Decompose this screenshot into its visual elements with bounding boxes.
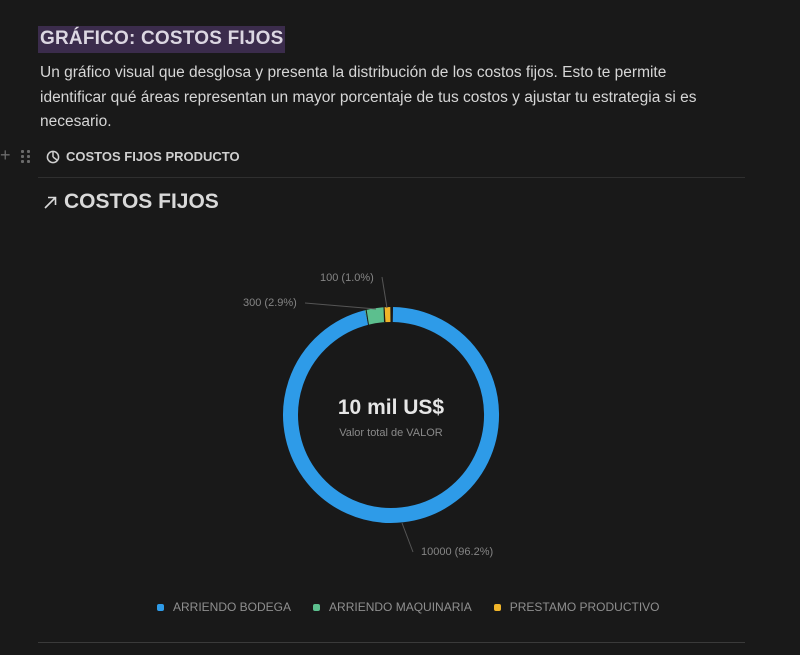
chart-title[interactable]: COSTOS FIJOS: [42, 190, 219, 214]
view-tab[interactable]: COSTOS FIJOS PRODUCTO: [46, 149, 240, 164]
plus-icon[interactable]: +: [0, 145, 11, 165]
donut-ring: [283, 306, 500, 523]
donut-center-total: 10 mil US$: [337, 396, 445, 419]
legend-label: ARRIENDO BODEGA: [173, 600, 292, 614]
pie-chart-icon: [46, 150, 60, 163]
page-title-wrap: GRÁFICO: COSTOS FIJOS: [38, 26, 286, 53]
donut-center-subtitle: Valor total de VALOR: [339, 427, 443, 439]
data-label-prestamo: 100 (1.0%): [320, 272, 374, 284]
legend-swatch: [313, 603, 321, 611]
leader-line: [381, 276, 388, 309]
page-description: Un gráfico visual que desglosa y present…: [40, 64, 697, 130]
page-title: GRÁFICO: COSTOS FIJOS: [38, 26, 286, 53]
view-name: COSTOS FIJOS PRODUCTO: [66, 149, 240, 164]
legend-label: ARRIENDO MAQUINARIA: [329, 600, 472, 614]
legend-swatch: [493, 603, 501, 611]
legend-label: PRESTAMO PRODUCTIVO: [509, 600, 660, 614]
legend-swatch: [157, 603, 164, 611]
arrow-up-right-icon: [44, 196, 57, 209]
chart-block-toolbar: + COSTOS FIJOS PRODUCTO: [0, 145, 760, 167]
slice-arriendo-maquinaria[interactable]: [364, 307, 386, 325]
divider: [38, 642, 745, 643]
legend-item-arriendo-maquinaria[interactable]: ARRIENDO MAQUINARIA: [313, 600, 472, 614]
drag-handle-icon[interactable]: [21, 150, 31, 164]
chart-title-text: COSTOS FIJOS: [64, 190, 219, 213]
legend-item-arriendo-bodega[interactable]: ARRIENDO BODEGA: [157, 600, 291, 614]
data-label-bodega: 10000 (96.2%): [421, 546, 494, 558]
chart-legend: ARRIENDO BODEGA ARRIENDO MAQUINARIA PRES…: [157, 600, 660, 614]
leader-line: [401, 522, 414, 553]
legend-item-prestamo-productivo[interactable]: PRESTAMO PRODUCTIVO: [493, 600, 660, 614]
slice-arriendo-bodega[interactable]: [283, 307, 500, 523]
data-label-maquinaria: 300 (2.9%): [243, 297, 297, 309]
leader-line: [304, 302, 377, 310]
divider: [38, 177, 745, 178]
